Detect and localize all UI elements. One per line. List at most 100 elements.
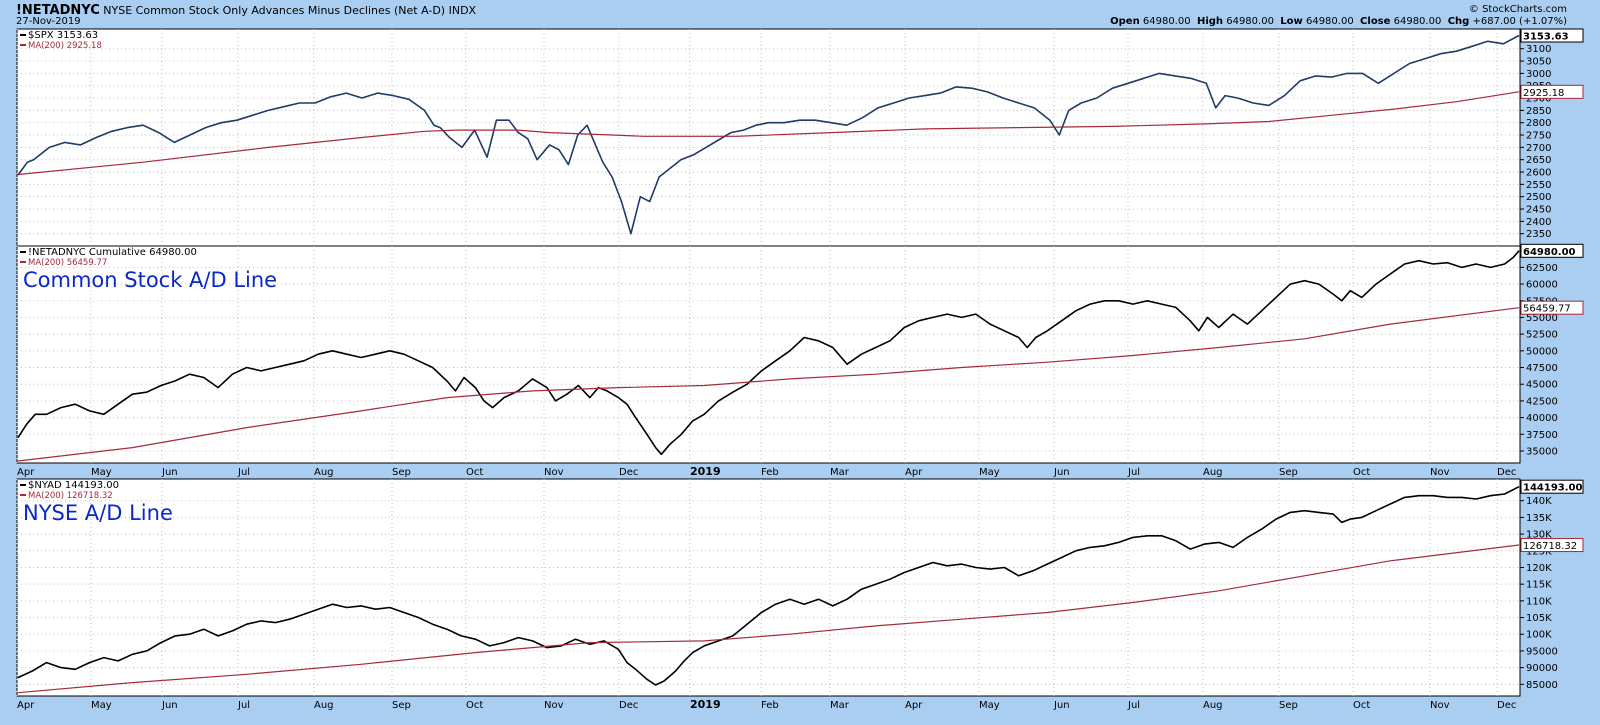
y-tick-label: 105K	[1526, 613, 1552, 624]
ma-200-line	[17, 307, 1520, 462]
y-tick-label: 45000	[1526, 380, 1558, 391]
y-tick-label: 35000	[1526, 446, 1558, 457]
y-tick-label: 55000	[1526, 313, 1558, 324]
x-tick-label: May	[91, 467, 112, 478]
x-tick-label: Jul	[1127, 700, 1140, 711]
legend-entry: !NETADNYC Cumulative 64980.00	[28, 247, 197, 258]
x-tick-label: Dec	[1497, 700, 1516, 711]
x-tick-label: Jun	[161, 700, 178, 711]
x-tick-label: Jun	[1053, 700, 1070, 711]
y-tick-label: 60000	[1526, 280, 1558, 291]
last-value-tag: 3153.63	[1523, 32, 1569, 43]
x-tick-label: 2019	[690, 465, 721, 478]
y-tick-label: 2700	[1526, 143, 1551, 154]
last-value-tag-box	[1520, 243, 1584, 258]
x-tick-label: Aug	[1203, 467, 1223, 478]
x-tick-label: Oct	[1353, 700, 1370, 711]
price-line	[17, 250, 1520, 456]
x-tick-label: May	[979, 467, 1000, 478]
chart-title: !NETADNYC NYSE Common Stock Only Advance…	[16, 3, 476, 18]
x-tick-label: Apr	[17, 467, 35, 478]
ma-value-tag: 2925.18	[1523, 88, 1564, 99]
y-tick-label: 42500	[1526, 396, 1558, 407]
low-label: Low	[1280, 16, 1303, 27]
x-tick-label: Oct	[1353, 467, 1370, 478]
x-tick-label: Nov	[544, 700, 564, 711]
x-tick-label: Mar	[830, 700, 850, 711]
last-value-tag-box	[1520, 28, 1584, 43]
x-tick-label: Sep	[1279, 467, 1298, 478]
low-value: 64980.00	[1305, 16, 1354, 27]
x-tick-label: Nov	[1430, 700, 1450, 711]
symbol-description: NYSE Common Stock Only Advances Minus De…	[103, 4, 446, 17]
x-tick-label: Sep	[392, 700, 411, 711]
chart-date: 27-Nov-2019	[16, 16, 81, 27]
chg-value: +687.00 (+1.07%)	[1472, 16, 1568, 27]
panel-background	[16, 28, 1521, 247]
last-value-tag-box	[1520, 479, 1584, 494]
symbol-label: !NETADNYC	[16, 3, 100, 18]
y-tick-label: 2800	[1526, 118, 1551, 129]
last-value-tag: 64980.00	[1523, 247, 1576, 258]
x-tick-label: Nov	[544, 467, 564, 478]
legend-entry: MA(200) 56459.77	[28, 258, 107, 268]
x-tick-label: Jun	[1053, 467, 1070, 478]
x-tick-label: Feb	[761, 467, 779, 478]
y-tick-label: 2850	[1526, 106, 1551, 117]
y-tick-label: 135K	[1526, 513, 1552, 524]
legend-entry: MA(200) 2925.18	[28, 41, 102, 51]
ma-value-tag-box	[1520, 84, 1584, 99]
last-value-tag: 144193.00	[1523, 483, 1583, 494]
x-tick-label: Dec	[619, 467, 638, 478]
high-label: High	[1196, 16, 1224, 27]
y-tick-label: 47500	[1526, 363, 1558, 374]
chart-header: !NETADNYC NYSE Common Stock Only Advance…	[0, 0, 1600, 28]
panel-background	[16, 245, 1521, 464]
panel-background	[16, 478, 1521, 697]
x-tick-label: Jul	[1127, 467, 1140, 478]
close-value: 64980.00	[1393, 16, 1442, 27]
y-tick-label: 3100	[1526, 44, 1551, 55]
y-tick-label: 62500	[1526, 263, 1558, 274]
x-tick-label: Sep	[392, 467, 411, 478]
open-label: Open	[1110, 16, 1140, 27]
y-tick-label: 3050	[1526, 57, 1551, 68]
legend-entry: MA(200) 126718.32	[28, 491, 113, 501]
y-tick-label: 37500	[1526, 430, 1558, 441]
legend-entry: $SPX 3153.63	[28, 30, 98, 41]
y-tick-label: 120K	[1526, 563, 1552, 574]
y-tick-label: 140K	[1526, 496, 1552, 507]
x-tick-label: Apr	[905, 467, 923, 478]
exchange-label: INDX	[448, 4, 477, 17]
ma-value-tag: 56459.77	[1523, 304, 1571, 315]
price-line	[17, 485, 1520, 686]
x-tick-label: Apr	[17, 700, 35, 711]
x-tick-label: Apr	[905, 700, 923, 711]
x-tick-label: Oct	[466, 700, 483, 711]
x-tick-label: Aug	[1203, 700, 1223, 711]
brand-logo[interactable]: © StockCharts.com	[1468, 4, 1567, 15]
y-tick-label: 85000	[1526, 680, 1558, 691]
x-tick-label: Nov	[1430, 467, 1450, 478]
y-tick-label: 90000	[1526, 663, 1558, 674]
x-tick-label: Jun	[161, 467, 178, 478]
ma-200-line	[17, 544, 1520, 694]
legend-entry: $NYAD 144193.00	[28, 480, 119, 491]
close-label: Close	[1360, 16, 1391, 27]
y-tick-label: 2900	[1526, 94, 1551, 105]
x-tick-label: Aug	[314, 467, 334, 478]
quote-summary: Open 64980.00 High 64980.00 Low 64980.00…	[1110, 16, 1567, 27]
open-value: 64980.00	[1142, 16, 1191, 27]
y-tick-label: 100K	[1526, 630, 1552, 641]
y-tick-label: 2750	[1526, 131, 1551, 142]
x-tick-label: May	[979, 700, 1000, 711]
y-tick-label: 2550	[1526, 180, 1551, 191]
ma-value-tag-box	[1520, 538, 1584, 553]
chart-panel-2: 35000 37500 40000 42500 45000 47500 50000 52500…	[16, 243, 1584, 478]
y-tick-label: 110K	[1526, 596, 1552, 607]
y-tick-label: 95000	[1526, 646, 1558, 657]
y-tick-label: 2350	[1526, 229, 1551, 240]
x-tick-label: May	[91, 700, 112, 711]
